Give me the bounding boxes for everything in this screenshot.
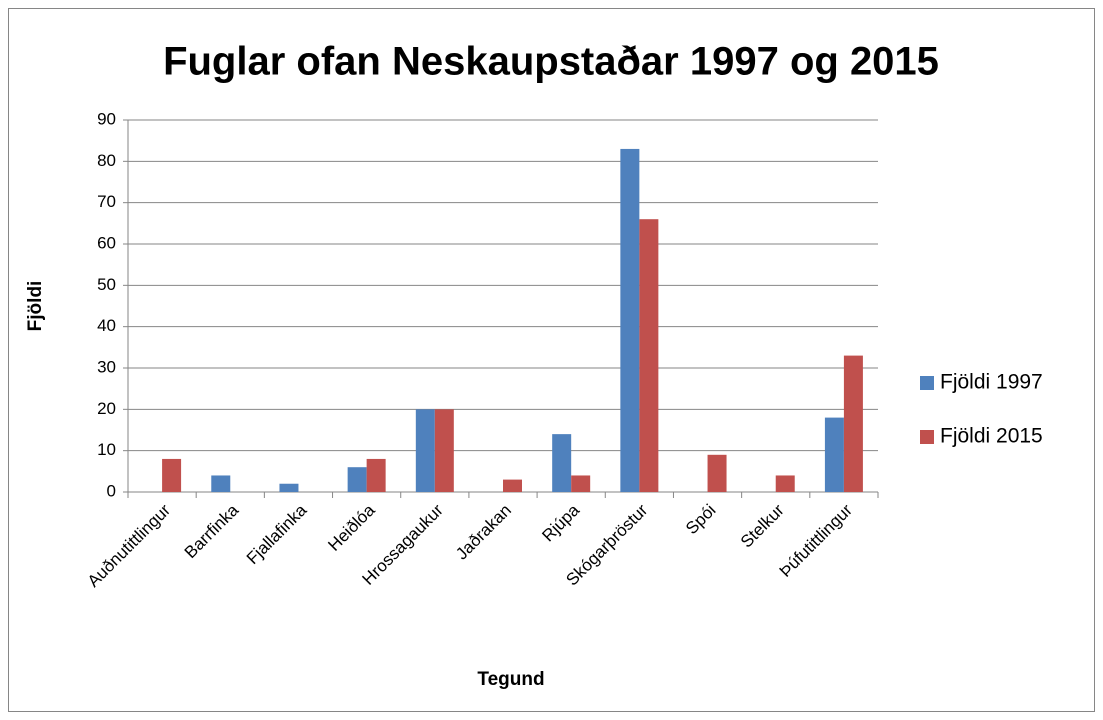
y-tick-label: 30 bbox=[97, 357, 116, 376]
y-tick-label: 0 bbox=[107, 481, 116, 500]
bar bbox=[434, 409, 454, 492]
bar bbox=[639, 219, 659, 492]
legend-label: Fjöldi 1997 bbox=[940, 371, 1043, 394]
bar bbox=[366, 458, 386, 492]
bar bbox=[775, 475, 795, 492]
y-tick-label: 90 bbox=[97, 109, 116, 128]
y-tick-label: 70 bbox=[97, 192, 116, 211]
y-tick-label: 50 bbox=[97, 275, 116, 294]
legend-swatch bbox=[920, 376, 934, 390]
bar bbox=[552, 434, 572, 492]
y-tick-label: 20 bbox=[97, 399, 116, 418]
bar bbox=[279, 483, 299, 492]
y-tick-label: 10 bbox=[97, 440, 116, 459]
legend-label: Fjöldi 2015 bbox=[940, 425, 1043, 448]
y-tick-label: 60 bbox=[97, 233, 116, 252]
bar bbox=[571, 475, 591, 492]
chart-title: Fuglar ofan Neskaupstaðar 1997 og 2015 bbox=[163, 40, 939, 84]
y-axis-label: Fjöldi bbox=[25, 281, 46, 332]
bar bbox=[843, 355, 863, 492]
bar bbox=[211, 475, 231, 492]
y-tick-label: 80 bbox=[97, 151, 116, 170]
chart-frame bbox=[8, 8, 1095, 712]
bar bbox=[162, 458, 182, 492]
bar bbox=[415, 409, 435, 492]
bar bbox=[707, 454, 727, 492]
x-axis-label: Tegund bbox=[477, 669, 544, 690]
bar bbox=[620, 148, 640, 492]
legend-swatch bbox=[920, 430, 934, 444]
y-tick-label: 40 bbox=[97, 316, 116, 335]
bar bbox=[503, 479, 522, 492]
bar bbox=[347, 467, 367, 492]
bar bbox=[824, 417, 844, 492]
